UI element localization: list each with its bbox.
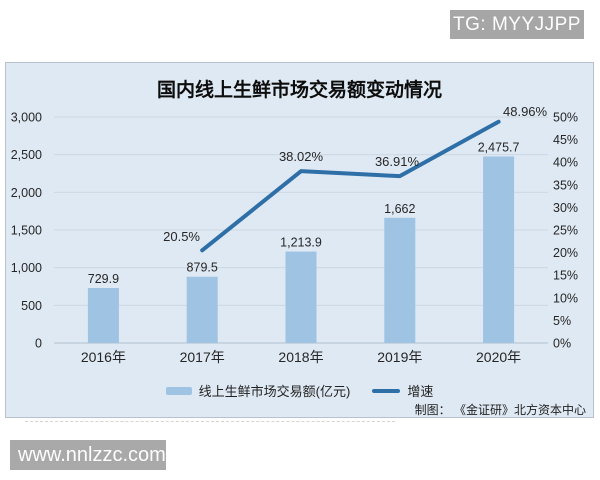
divider-dashed [25, 421, 395, 422]
chart-legend: 线上生鲜市场交易额(亿元) 增速 [6, 381, 593, 400]
bar-swatch-icon [165, 386, 192, 395]
legend-item-line: 增速 [372, 381, 433, 400]
chart-title: 国内线上生鲜市场交易额变动情况 [156, 80, 442, 101]
legend-item-bar: 线上生鲜市场交易额(亿元) [165, 381, 351, 400]
site-watermark: www.nnlzzc.com [10, 440, 166, 470]
telegram-watermark: TG: MYYJJPP [450, 10, 584, 39]
legend-label-line: 增速 [407, 384, 434, 399]
attribution: 制图： 《金证研》北方资本中心 [414, 403, 586, 417]
legend-label-bar: 线上生鲜市场交易额(亿元) [198, 384, 351, 399]
chart-panel: 国内线上生鲜市场交易额变动情况 线上生鲜市场交易额(亿元) 增速 制图： 《金证… [5, 62, 594, 418]
line-swatch-icon [372, 388, 401, 393]
